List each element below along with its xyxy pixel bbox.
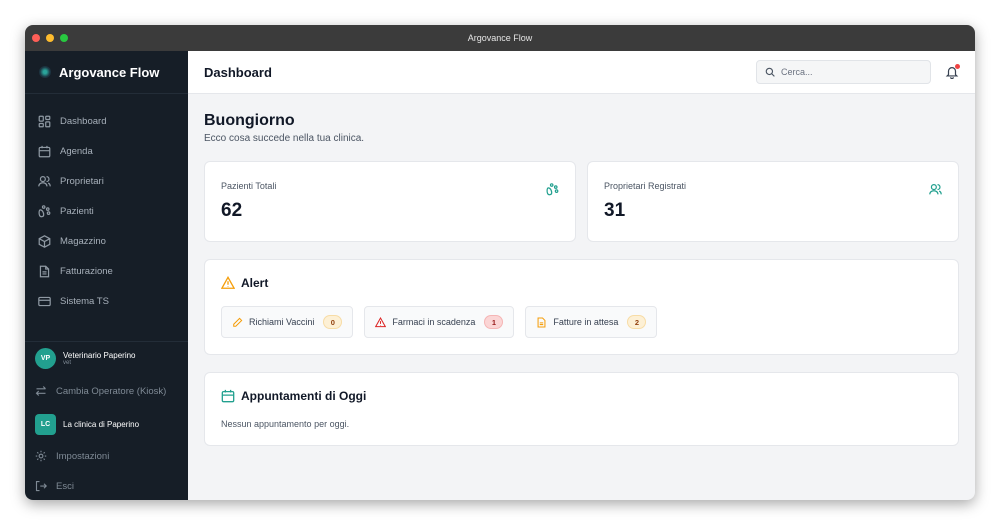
dashboard-icon [38, 115, 51, 127]
file-icon [39, 265, 50, 277]
warning-icon [375, 316, 387, 327]
user-role: vet [63, 359, 72, 366]
logout-icon [35, 480, 47, 492]
minimize-window-button[interactable] [46, 34, 54, 42]
stat-card-patients: Pazienti Totali 62 [204, 161, 576, 242]
stat-value: 62 [221, 200, 243, 221]
sidebar-item-pazienti[interactable]: Pazienti [25, 196, 188, 226]
avatar: VP [35, 347, 56, 369]
box-icon [38, 234, 51, 248]
sidebar-item-label: Proprietari [60, 175, 104, 187]
alert-label: Farmaci in scadenza [392, 317, 476, 327]
sidebar-item-fatturazione[interactable]: Fatturazione [25, 256, 188, 286]
alert-title: Alert [241, 276, 269, 290]
notifications-button[interactable] [945, 64, 960, 80]
sidebar-item-label: Magazzino [60, 235, 106, 247]
header: Dashboard Cerca... [188, 51, 975, 94]
stat-card-owners: Proprietari Registrati 31 [587, 161, 959, 242]
bell-icon [945, 67, 959, 80]
alert-count: 0 [323, 315, 343, 329]
appointments-title: Appuntamenti di Oggi [241, 389, 367, 403]
card-icon [38, 296, 51, 306]
stat-value: 31 [604, 200, 626, 221]
alert-label: Richiami Vaccini [249, 317, 315, 327]
sidebar-item-label: Fatturazione [60, 265, 113, 277]
settings-label: Impostazioni [56, 450, 110, 462]
sidebar-item-sistema-ts[interactable]: Sistema TS [25, 286, 188, 316]
close-window-button[interactable] [32, 34, 40, 42]
calendar-icon [221, 389, 235, 403]
alert-label: Fatture in attesa [553, 317, 619, 327]
paw-icon [38, 204, 51, 217]
search-icon [765, 67, 775, 77]
switch-operator-label: Cambia Operatore (Kiosk) [56, 385, 167, 397]
paw-icon [546, 183, 559, 196]
appointments-card: Appuntamenti di Oggi Nessun appuntamento… [204, 372, 959, 446]
users-icon [929, 184, 942, 195]
calendar-icon [38, 145, 51, 157]
main-area: Dashboard Cerca... Buongiorno Ecco cosa … [188, 51, 975, 500]
file-icon [537, 317, 546, 327]
search-input[interactable]: Cerca... [756, 60, 931, 84]
notification-dot [955, 64, 960, 69]
stat-label: Pazienti Totali [221, 181, 277, 191]
sidebar-item-agenda[interactable]: Agenda [25, 136, 188, 166]
greeting: Buongiorno [204, 112, 295, 129]
maximize-window-button[interactable] [60, 34, 68, 42]
sidebar-item-dashboard[interactable]: Dashboard [25, 106, 188, 136]
sidebar-item-label: Pazienti [60, 205, 94, 217]
brand-name: Argovance Flow [59, 64, 160, 80]
sidebar-item-label: Agenda [60, 145, 93, 157]
sidebar: Argovance Flow Dashboard Agenda Propriet… [25, 51, 188, 500]
clinic-avatar: LC [35, 413, 56, 435]
sidebar-item-label: Dashboard [60, 115, 107, 127]
page-title: Dashboard [204, 64, 272, 80]
app-window: Argovance Flow Argovance Flow Dashboard … [25, 25, 975, 500]
logout-label: Esci [56, 480, 74, 492]
swap-icon [35, 386, 46, 396]
alert-card: Alert Richiami Vaccini 0 Farmaci in scade… [204, 259, 959, 355]
gear-icon [35, 450, 47, 462]
settings-button[interactable]: Impostazioni [25, 440, 188, 472]
clinic[interactable]: LC La clinica di Paperino [25, 408, 188, 440]
appointments-empty-message: Nessun appuntamento per oggi. [221, 419, 350, 429]
sidebar-item-label: Sistema TS [60, 295, 109, 307]
pencil-icon [233, 317, 243, 327]
sidebar-item-magazzino[interactable]: Magazzino [25, 226, 188, 256]
search-placeholder: Cerca... [781, 67, 813, 77]
stat-label: Proprietari Registrati [604, 181, 687, 191]
alert-count: 1 [484, 315, 504, 329]
user-name: Veterinario Paperino [63, 350, 136, 360]
warning-icon [221, 276, 235, 289]
alert-expiring-drugs[interactable]: Farmaci in scadenza 1 [364, 306, 515, 338]
title-bar: Argovance Flow [25, 25, 975, 51]
alert-vaccine-reminders[interactable]: Richiami Vaccini 0 [221, 306, 354, 338]
sidebar-item-proprietari[interactable]: Proprietari [25, 166, 188, 196]
switch-operator-button[interactable]: Cambia Operatore (Kiosk) [25, 374, 188, 408]
alert-count: 2 [627, 315, 647, 329]
users-icon [38, 175, 51, 186]
window-title: Argovance Flow [467, 33, 533, 43]
current-user[interactable]: VP Veterinario Paperino vet [25, 342, 188, 374]
clinic-name: La clinica di Paperino [63, 419, 140, 429]
greeting-subtitle: Ecco cosa succede nella tua clinica. [204, 133, 365, 144]
brand[interactable]: Argovance Flow [25, 51, 188, 94]
alert-pending-invoices[interactable]: Fatture in attesa 2 [525, 306, 658, 338]
logout-button[interactable]: Esci [25, 472, 188, 500]
logo-icon [39, 66, 51, 78]
